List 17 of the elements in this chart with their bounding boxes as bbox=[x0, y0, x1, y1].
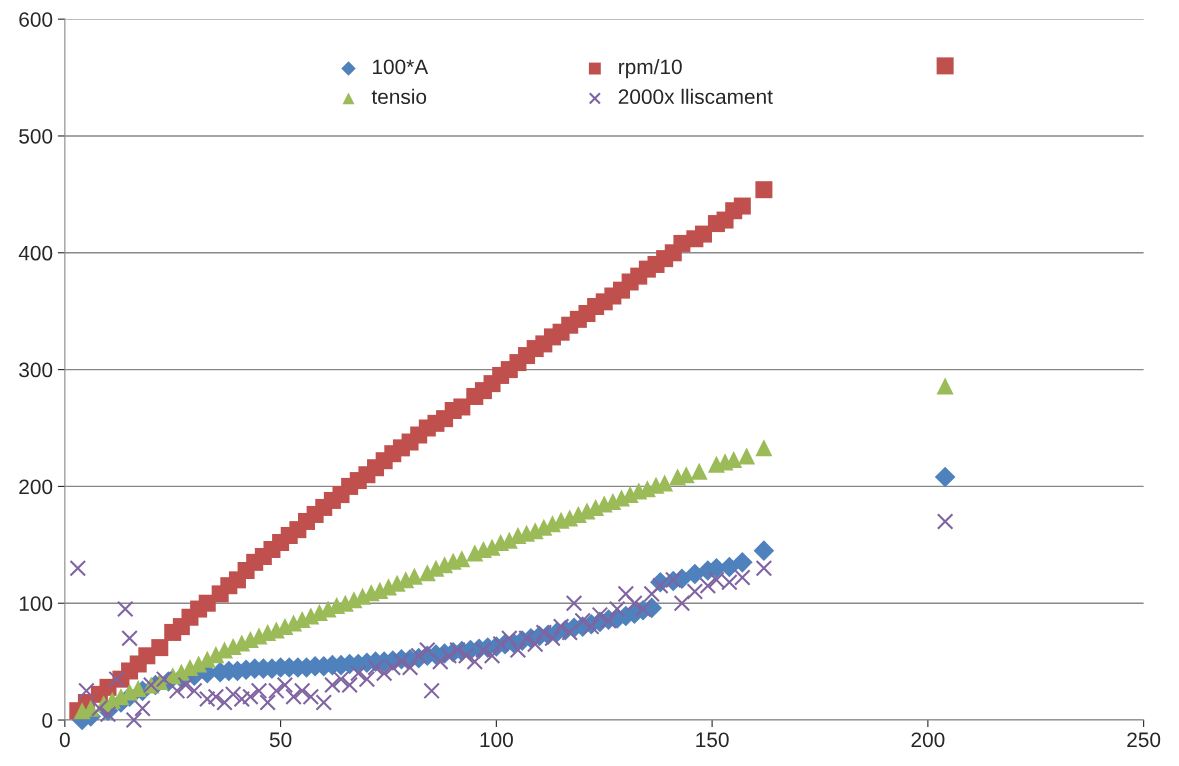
x-tick-label: 150 bbox=[696, 732, 729, 748]
legend-label: rpm/10 bbox=[619, 58, 682, 79]
y-tick-label: 300 bbox=[19, 362, 53, 378]
x-tick-label: 0 bbox=[59, 732, 70, 748]
y-tick-label: 400 bbox=[18, 245, 53, 261]
legend-label: 2000x lliscament bbox=[618, 88, 773, 105]
y-tick-label: 100 bbox=[19, 596, 53, 611]
y-tick-label: 500 bbox=[19, 128, 53, 144]
y-tick-label: 200 bbox=[19, 479, 53, 495]
x-tick-label: 200 bbox=[911, 732, 945, 748]
legend-label: tensio bbox=[371, 88, 427, 105]
x-tick-label: 250 bbox=[1127, 732, 1161, 748]
x-tick-label: 50 bbox=[269, 732, 292, 748]
y-tick-label: 600 bbox=[19, 12, 53, 27]
legend-label: 100*A bbox=[373, 59, 429, 75]
y-tick-label: 0 bbox=[42, 713, 53, 728]
x-tick-label: 100 bbox=[480, 732, 513, 748]
